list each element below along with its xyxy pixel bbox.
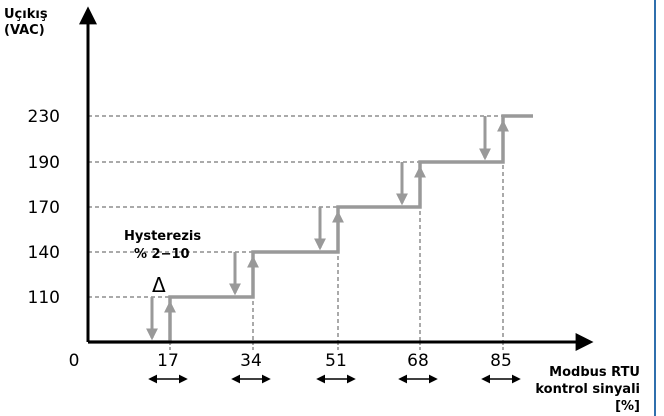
y-tick-label: 230 [28,107,60,127]
x-axis-label-line-2: kontrol sinyali [535,382,640,397]
x-tick-label: 85 [490,351,512,371]
x-axis-label-line-1: Modbus RTU [549,365,640,380]
x-axis-label-line-3: [%] [615,399,640,414]
delta-symbol: Δ [152,273,166,297]
y-axis-label-line-2: (VAC) [4,23,45,38]
y-tick-labels: 110 140 170 190 230 [28,107,60,308]
y-axis-label-line-1: Uçıkış [4,7,48,22]
hysteresis-range: % 2−10 [134,247,190,262]
origin-label: 0 [69,351,80,371]
hysteresis-title: Hysterezis [124,229,201,244]
y-tick-label: 140 [28,243,60,263]
y-tick-label: 190 [28,153,60,173]
x-tick-labels: 17 34 51 68 85 [157,351,512,371]
x-tick-label: 17 [157,351,179,371]
frame-edge [654,0,656,416]
x-tick-label: 68 [407,351,429,371]
y-tick-label: 170 [28,198,60,218]
x-tick-label: 51 [325,351,347,371]
hysteresis-arrows [146,116,509,342]
x-tick-label: 34 [240,351,262,371]
y-tick-label: 110 [28,288,60,308]
